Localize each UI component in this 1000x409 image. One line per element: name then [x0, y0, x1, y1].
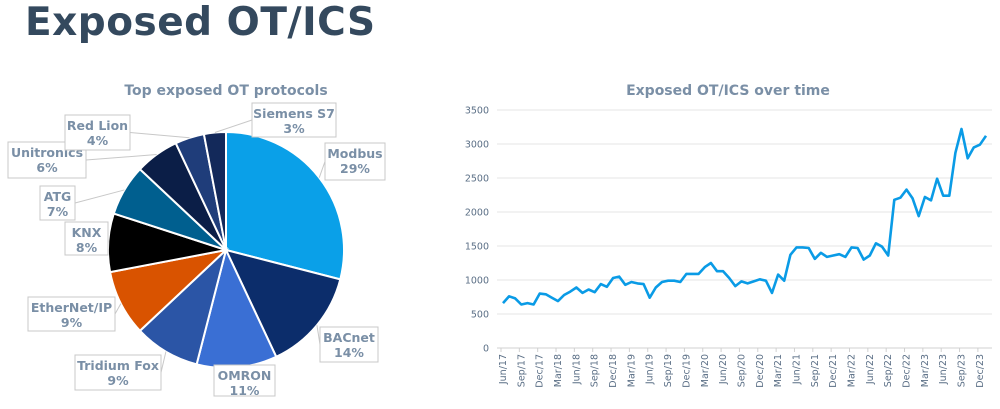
slice-percent: 29%: [340, 161, 370, 176]
slice-label: Modbus: [327, 146, 382, 161]
slice-label: BACnet: [323, 330, 375, 345]
x-tick-label: Sep/20: [736, 354, 747, 387]
x-tick-label: Jun/20: [718, 354, 729, 385]
x-tick-label: Mar/20: [700, 354, 711, 387]
x-tick-label: Dec/19: [681, 354, 692, 388]
x-tick-label: Mar/22: [846, 354, 857, 387]
data-label-box: [27, 296, 116, 332]
data-label-box: [324, 142, 386, 181]
x-tick-label: Mar/23: [920, 354, 931, 387]
y-tick-label: 1000: [465, 276, 489, 287]
leader-line: [85, 154, 157, 161]
leader-line: [114, 303, 122, 315]
x-tick-label: Sep/23: [957, 354, 968, 387]
x-tick-label: Mar/19: [626, 354, 637, 387]
x-tick-label: Sep/17: [516, 354, 527, 387]
slice-label: OMRON: [218, 368, 272, 383]
slice-percent: 4%: [87, 133, 109, 148]
x-tick-label: Jun/17: [498, 354, 509, 385]
slice-label: Siemens S7: [253, 106, 335, 121]
slice-percent: 9%: [107, 373, 129, 388]
slice-percent: 8%: [76, 240, 98, 255]
leader-line: [316, 325, 321, 345]
x-tick-label: Mar/18: [553, 354, 564, 387]
x-tick-label: Mar/21: [773, 354, 784, 387]
y-tick-label: 3000: [465, 140, 489, 151]
slice-percent: 14%: [334, 345, 364, 360]
y-tick-label: 3500: [465, 106, 489, 117]
slice-label: KNX: [72, 225, 102, 240]
leader-line: [74, 189, 125, 204]
data-label-box: [319, 326, 379, 363]
x-tick-label: Dec/17: [535, 354, 546, 388]
series-line-exposed-ot-ics: [502, 127, 988, 306]
x-tick-label: Dec/22: [902, 354, 913, 388]
slice-percent: 9%: [61, 315, 83, 330]
data-label-box: [74, 354, 162, 391]
x-tick-label: Sep/18: [590, 354, 601, 387]
x-tick-label: Jun/23: [938, 354, 949, 385]
slice-percent: 11%: [230, 383, 260, 398]
x-tick-label: Dec/21: [828, 354, 839, 388]
leader-line: [160, 351, 167, 373]
leader-line: [129, 132, 190, 139]
pie-chart-title: Top exposed OT protocols: [124, 83, 327, 99]
leader-line: [318, 161, 326, 178]
x-tick-label: Jun/18: [571, 354, 582, 385]
slice-label: Tridium Fox: [77, 358, 159, 373]
y-tick-label: 2000: [465, 208, 489, 219]
y-tick-label: 0: [483, 344, 489, 355]
x-tick-label: Jun/21: [791, 354, 802, 385]
x-tick-label: Dec/20: [755, 354, 766, 388]
line-chart-title: Exposed OT/ICS over time: [626, 83, 830, 99]
x-tick-label: Sep/22: [883, 354, 894, 387]
y-tick-label: 2500: [465, 174, 489, 185]
slice-percent: 6%: [36, 160, 58, 175]
x-tick-label: Sep/21: [810, 354, 821, 387]
line-chart: 0 500 1000 1500 2000 2500 3000 3500 Jun/17 Sep/17…: [465, 106, 992, 388]
slice-label: EtherNet/IP: [31, 300, 112, 315]
data-label-box: [213, 364, 276, 397]
slice-percent: 3%: [283, 121, 305, 136]
page-title: Exposed OT/ICS: [25, 0, 376, 45]
x-tick-label: Jun/19: [645, 354, 656, 385]
x-tick-label: Jun/22: [865, 354, 876, 385]
y-tick-label: 500: [471, 310, 489, 321]
slice-percent: 7%: [47, 204, 69, 219]
slice-label: Red Lion: [67, 118, 128, 133]
x-tick-label: Dec/23: [975, 354, 986, 388]
slice-label: ATG: [44, 189, 72, 204]
data-label-box: [39, 185, 76, 221]
x-tick-label: Sep/19: [663, 354, 674, 387]
data-label-box: [251, 102, 337, 138]
leader-line: [214, 119, 253, 133]
x-tick-label: Dec/18: [608, 354, 619, 388]
y-tick-label: 1500: [465, 242, 489, 253]
data-label-box: [64, 114, 131, 151]
data-label-box: [64, 221, 109, 256]
